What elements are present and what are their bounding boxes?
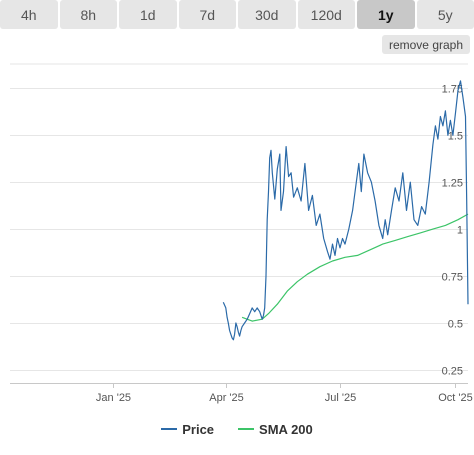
tab-7d[interactable]: 7d [178, 0, 236, 29]
grid-lines [10, 63, 468, 384]
x-tick-label: Jan '25 [96, 392, 131, 404]
tab-30d[interactable]: 30d [238, 0, 296, 29]
legend-swatch-sma [238, 428, 255, 430]
chart-legend: Price SMA 200 [0, 419, 474, 439]
tab-1d[interactable]: 1d [119, 0, 177, 29]
price-line [222, 80, 469, 341]
y-tick-label: 0.5 [448, 319, 463, 331]
y-tick-label: 1 [457, 225, 463, 237]
x-axis-ticks: Jan '25 Apr '25 Jul '25 Oct '25 [96, 383, 473, 404]
tab-4h[interactable]: 4h [0, 0, 58, 29]
legend-item-price[interactable]: Price [161, 419, 214, 439]
remove-graph-button[interactable]: remove graph [382, 35, 470, 54]
series-lines [222, 80, 469, 341]
tab-1y[interactable]: 1y [357, 0, 415, 29]
legend-label-price: Price [182, 421, 215, 437]
range-tabs: 4h 8h 1d 7d 30d 120d 1y 5y [0, 0, 474, 29]
tab-8h[interactable]: 8h [59, 0, 117, 29]
sma-200-line [241, 213, 469, 322]
legend-label-sma: SMA 200 [259, 421, 313, 437]
legend-swatch-price [161, 428, 178, 430]
tab-5y[interactable]: 5y [416, 0, 474, 29]
y-tick-label: 0.75 [442, 272, 463, 284]
y-tick-label: 1.5 [448, 131, 463, 143]
x-tick-label: Jul '25 [325, 392, 356, 404]
y-tick-label: 0.25 [442, 366, 463, 378]
x-tick-label: Apr '25 [209, 392, 244, 404]
tab-120d[interactable]: 120d [297, 0, 355, 29]
y-tick-label: 1.25 [442, 178, 463, 190]
legend-item-sma[interactable]: SMA 200 [238, 419, 313, 439]
x-tick-label: Oct '25 [438, 392, 473, 404]
